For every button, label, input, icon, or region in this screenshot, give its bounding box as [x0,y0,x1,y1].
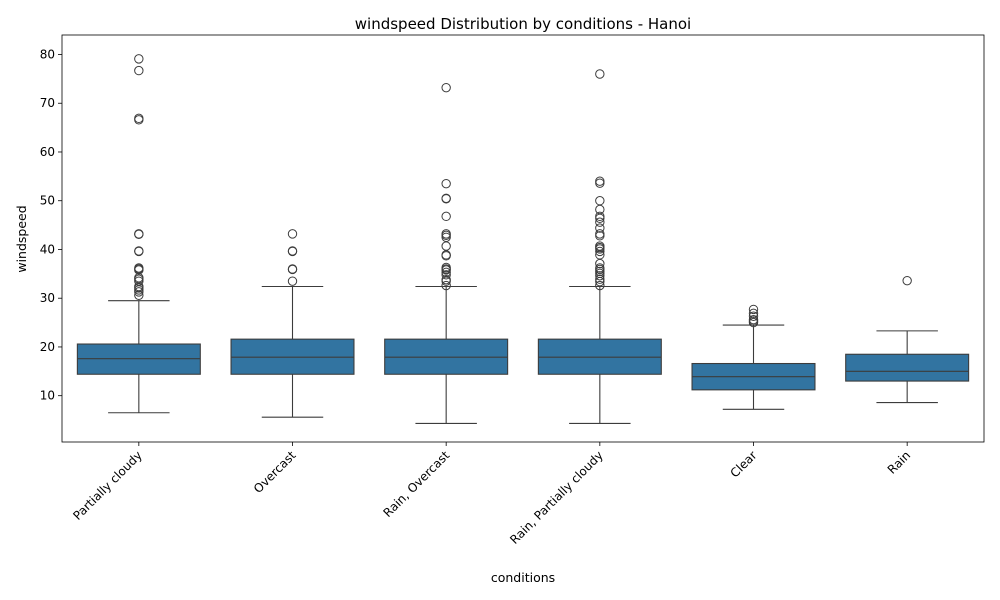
outlier-point [595,176,605,186]
y-tick-label: 60 [40,145,55,159]
box-group [230,229,355,418]
outlier-point [134,229,144,239]
outlier-point [902,275,912,286]
outlier-point [595,241,605,251]
y-tick-label: 80 [40,47,55,61]
outlier-point [287,264,298,274]
y-axis: 10 20 30 40 50 60 70 80 [40,47,62,403]
outlier-point [441,241,451,251]
outlier-point [595,271,605,281]
outlier-point [595,231,605,241]
outlier-point [595,211,605,222]
outlier-point [287,246,298,256]
outlier-point [441,193,451,203]
outlier-point [595,196,605,206]
outlier-point [595,217,605,227]
y-tick-label: 50 [40,194,55,208]
box-group [537,69,662,425]
outlier-point [287,229,298,239]
outlier-point [441,270,451,280]
outlier-point [134,113,144,124]
y-tick-label: 30 [40,291,55,305]
outlier-point [595,178,605,188]
outlier-point [441,178,451,189]
x-tick-label: Partially cloudy [70,448,145,523]
chart-title: windspeed Distribution by conditions - H… [355,15,691,33]
plot-frame [61,34,985,443]
outlier-point [441,274,451,285]
outlier-point [441,82,451,93]
outlier-point [748,304,759,315]
plot-area [76,54,970,425]
outlier-point [134,263,144,273]
outlier-point [595,274,605,284]
outlier-point [595,246,605,257]
x-axis-title: conditions [491,570,555,585]
x-tick-label: Rain, Overcast [381,448,453,520]
outlier-point [134,246,144,256]
outlier-point [134,65,144,76]
box-group [384,82,509,425]
y-tick-label: 20 [40,340,55,354]
outlier-point [595,229,605,239]
outlier-point [595,263,605,273]
y-axis-title: windspeed [14,205,29,272]
outlier-point [748,311,759,321]
box-group [691,304,816,410]
outlier-point [595,69,605,79]
outlier-point [441,211,451,222]
y-tick-label: 40 [40,242,55,256]
y-tick-label: 70 [40,96,55,110]
outlier-point [441,280,451,291]
x-tick-label: Rain, Partially cloudy [507,448,606,547]
box-group [76,54,201,414]
outlier-point [595,280,605,291]
y-tick-label: 10 [40,389,55,403]
box-group [845,275,970,404]
outlier-point [748,308,759,319]
x-tick-label: Rain [885,448,914,477]
outlier-point [748,314,759,325]
box [845,353,970,382]
outlier-point [441,267,451,278]
outlier-point [441,262,451,273]
outlier-point [287,276,298,286]
x-tick-label: Clear [728,448,760,480]
outlier-point [134,54,144,64]
outlier-point [441,229,451,239]
x-tick-label: Overcast [251,448,299,496]
outlier-point [595,223,605,233]
x-axis: Partially cloudy Overcast Rain, Overcast Ra… [70,442,913,547]
